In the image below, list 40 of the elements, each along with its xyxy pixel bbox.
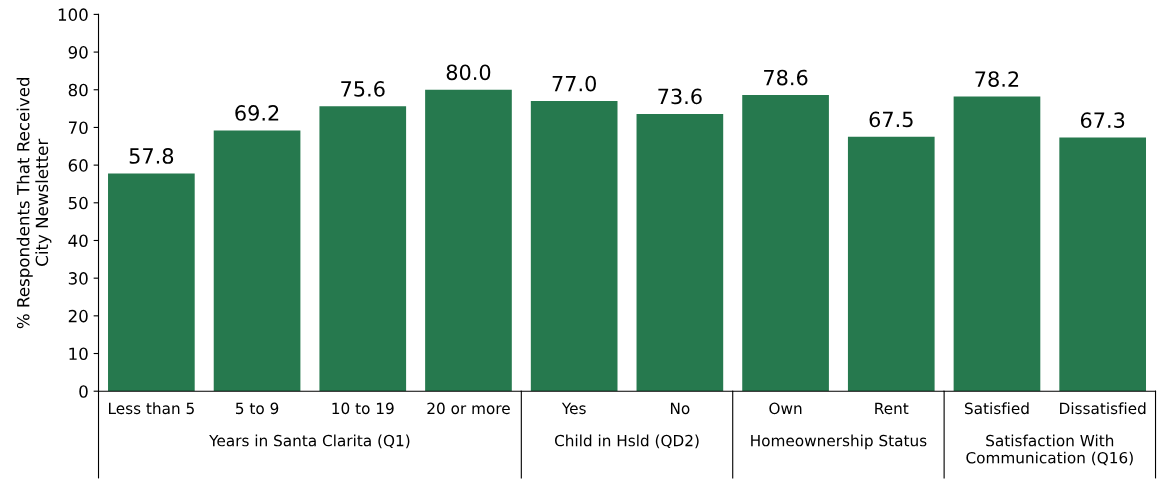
x-tick-label: Rent — [875, 402, 909, 415]
x-tick-label: No — [670, 402, 690, 415]
text: Homeownership Status — [751, 434, 927, 450]
bar — [108, 173, 195, 392]
data-label: 78.2 — [975, 71, 1019, 87]
data-label: 67.3 — [1080, 112, 1125, 129]
bar — [213, 130, 301, 392]
data-label: 73.6 — [658, 88, 702, 105]
x-tick-label: Satisfied — [964, 402, 1029, 415]
x-tick-label: 20 or more — [427, 402, 510, 415]
y-tick-label: 40 — [68, 234, 88, 248]
x-tick-label: Own — [769, 402, 802, 415]
data-label: 77.0 — [552, 75, 596, 92]
y-tick-label: 0 — [79, 385, 88, 398]
text: Child in Hsld (QD2) — [554, 434, 699, 449]
y-axis-title: % Respondents That Received City Newsletter — [16, 77, 52, 329]
y-tick-label: 70 — [68, 121, 88, 135]
x-tick-label: 5 to 9 — [236, 402, 279, 415]
bar — [319, 106, 407, 392]
y-tick-label: 90 — [68, 46, 88, 59]
data-label: 67.5 — [869, 111, 913, 128]
data-label: 57.8 — [129, 148, 174, 164]
text: Satisfaction With Communication (Q16) — [966, 434, 1133, 466]
bar — [425, 89, 512, 392]
data-label: 69.2 — [235, 105, 279, 121]
x-tick-label: Yes — [561, 402, 586, 415]
x-tick-label: Less than 5 — [109, 402, 194, 415]
x-tick-label: Dissatisfied — [1060, 402, 1146, 415]
y-tick-label: 100 — [58, 8, 88, 21]
x-tick-label: 10 to 19 — [332, 402, 394, 415]
y-tick-label: 30 — [68, 272, 88, 285]
y-tick-label: 80 — [68, 83, 88, 97]
data-label: 78.6 — [764, 69, 808, 86]
y-tick-label: 60 — [68, 159, 88, 172]
y-tick-label: 10 — [69, 347, 88, 361]
data-label: 80.0 — [446, 64, 491, 81]
y-tick-label: 50 — [68, 196, 88, 210]
text: Years in Santa Clarita (Q1) — [209, 434, 410, 449]
data-label: 75.6 — [341, 80, 385, 97]
y-tick-label: 20 — [68, 309, 88, 323]
